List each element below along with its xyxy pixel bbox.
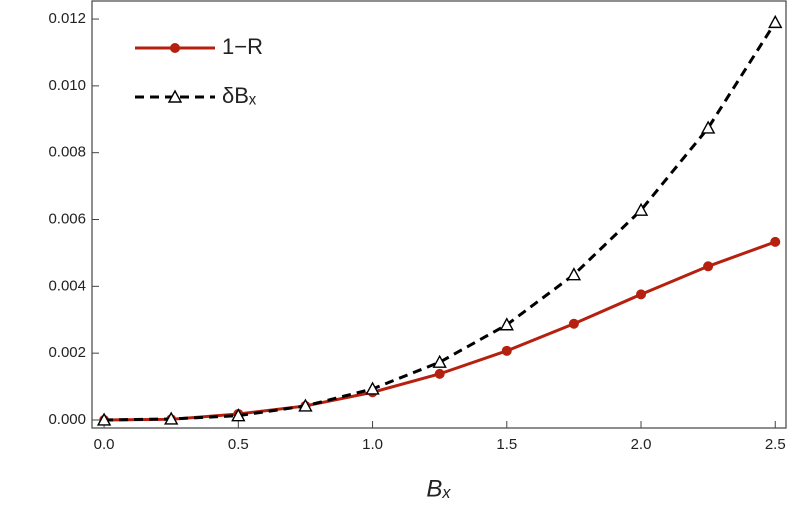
- plot-frame: [91, 0, 787, 429]
- x-tick-label: 0.5: [228, 436, 249, 453]
- legend-marker: [167, 89, 183, 103]
- y-tick-label: 0.002: [48, 344, 86, 361]
- y-tick-label: 0.006: [48, 210, 86, 227]
- point: [568, 318, 579, 329]
- legend-label: δBₓ: [222, 83, 257, 108]
- y-tick-label: 0.000: [48, 411, 86, 428]
- point: [770, 236, 781, 247]
- x-tick-label: 1.5: [496, 436, 517, 453]
- point: [298, 398, 313, 412]
- point: [700, 120, 716, 134]
- point: [164, 411, 179, 425]
- x-tick-label: 0.0: [94, 436, 115, 453]
- point: [636, 289, 647, 300]
- point: [703, 261, 714, 272]
- x-tick-label: 2.5: [765, 436, 786, 453]
- x-tick-label: 1.0: [362, 436, 383, 453]
- series-line: [104, 240, 776, 422]
- x-axis-label: Bₓ: [426, 475, 451, 502]
- point: [365, 381, 380, 395]
- series-line: [104, 21, 777, 422]
- y-tick-label: 0.010: [48, 77, 86, 94]
- x-tick-label: 2.0: [631, 436, 652, 453]
- point: [768, 14, 783, 29]
- point: [96, 412, 112, 426]
- y-tick-label: 0.004: [48, 277, 86, 294]
- legend-label: 1−R: [222, 34, 263, 59]
- point: [499, 317, 514, 331]
- point: [231, 408, 246, 422]
- point: [434, 368, 445, 379]
- point: [501, 345, 512, 356]
- point: [432, 354, 447, 368]
- y-tick-label: 0.012: [48, 10, 86, 27]
- point: [633, 202, 649, 216]
- y-tick-label: 0.008: [48, 144, 86, 161]
- point: [566, 267, 582, 281]
- legend-marker: [170, 43, 180, 53]
